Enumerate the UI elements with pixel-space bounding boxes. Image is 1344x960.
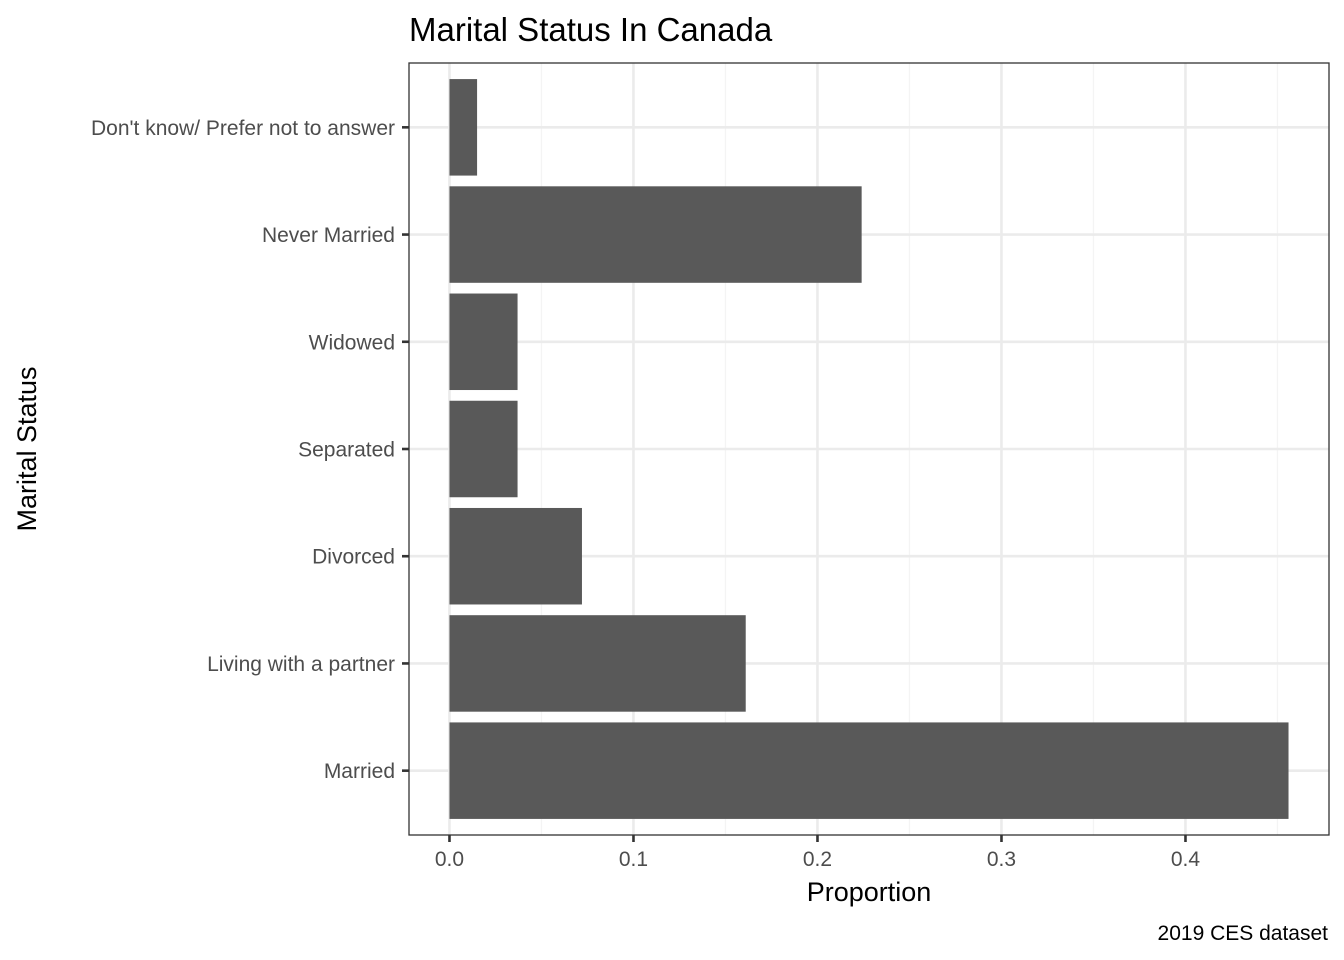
bar xyxy=(449,186,862,283)
y-tick-label: Divorced xyxy=(312,546,395,569)
y-axis-title: Marital Status xyxy=(12,366,42,531)
x-axis: 0.0 0.1 0.2 0.3 0.4 xyxy=(435,835,1201,871)
x-tick-label: 0.2 xyxy=(803,848,832,871)
y-tick-label: Never Married xyxy=(262,224,395,247)
bar xyxy=(449,722,1289,819)
y-tick-label: Living with a partner xyxy=(207,653,395,676)
y-tick-label: Married xyxy=(324,760,395,783)
bar xyxy=(449,79,478,176)
x-tick-label: 0.4 xyxy=(1171,848,1201,871)
x-tick-label: 0.0 xyxy=(435,848,464,871)
y-tick-label: Don't know/ Prefer not to answer xyxy=(91,117,395,140)
caption: 2019 CES dataset xyxy=(1158,922,1329,945)
bar xyxy=(449,507,582,605)
bar xyxy=(449,400,518,498)
y-tick-label: Separated xyxy=(298,439,395,462)
bar xyxy=(449,615,746,712)
y-axis: Married Living with a partner Divorced Sepa… xyxy=(91,117,409,783)
y-tick-label: Widowed xyxy=(309,331,395,354)
x-tick-label: 0.1 xyxy=(619,848,648,871)
x-tick-label: 0.3 xyxy=(987,848,1016,871)
x-axis-title: Proportion xyxy=(807,877,932,907)
chart-title: Marital Status In Canada xyxy=(409,11,773,48)
bar xyxy=(449,293,518,391)
grid-lines xyxy=(409,63,1329,835)
bars xyxy=(449,79,1289,819)
